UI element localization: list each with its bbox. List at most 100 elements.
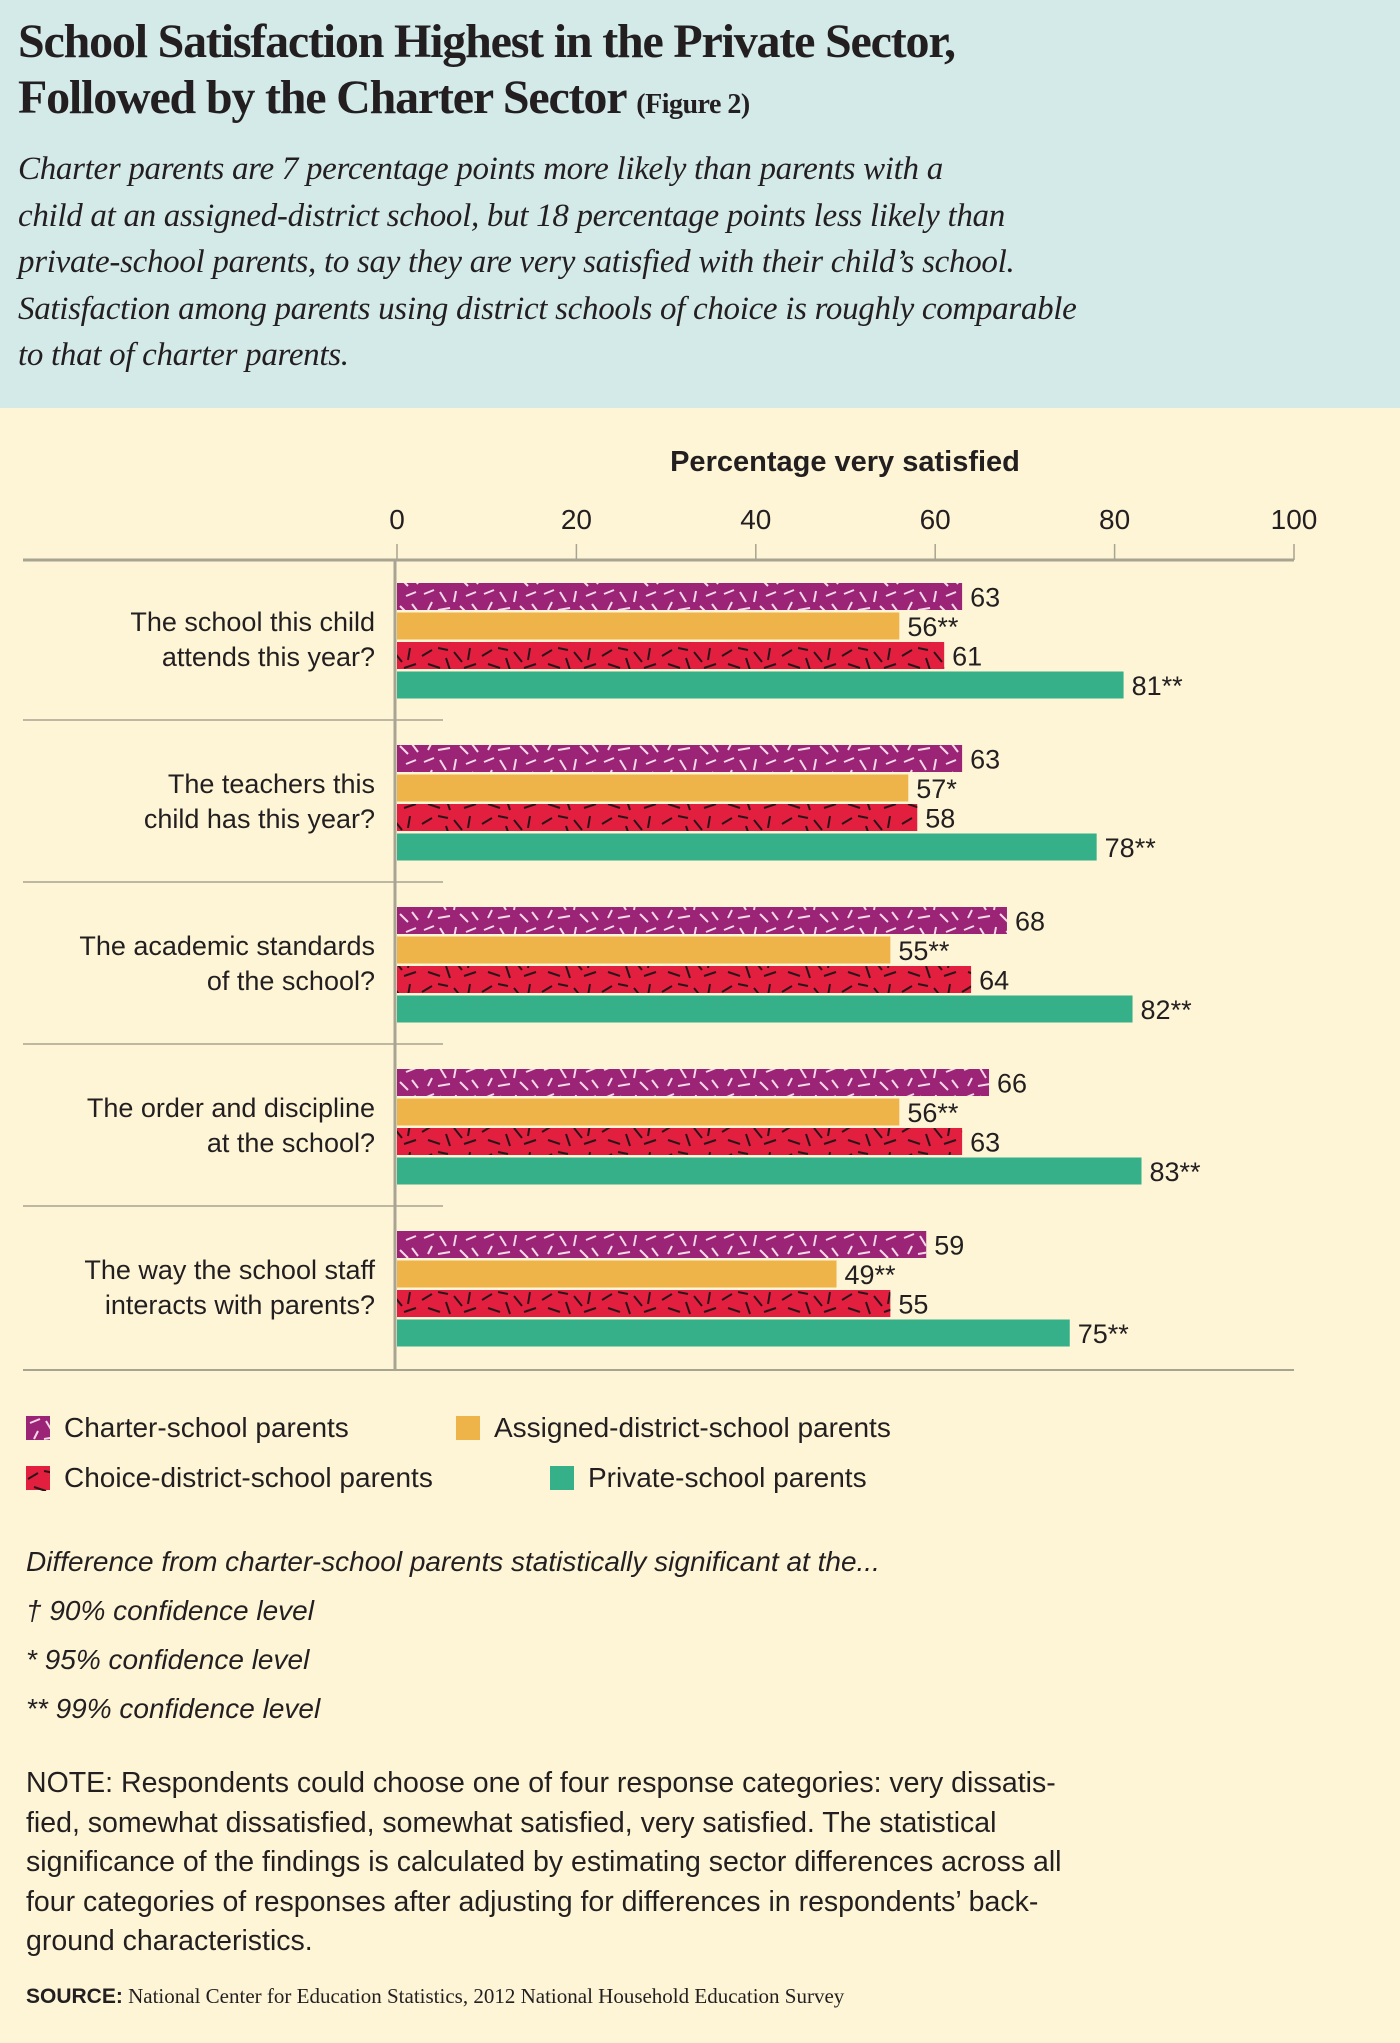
x-tick-label: 40 xyxy=(740,504,771,535)
source: SOURCE: National Center for Education St… xyxy=(26,1984,844,2009)
figure-label: (Figure 2) xyxy=(636,89,750,120)
x-axis-title: Percentage very satisfied xyxy=(670,446,1020,478)
category-label-line: The academic standards xyxy=(79,931,375,961)
significance-intro: Difference from charter-school parents s… xyxy=(26,1546,880,1577)
source-label: SOURCE: xyxy=(26,1985,123,2008)
bar-value-label: 55** xyxy=(898,936,950,966)
swatch-pattern xyxy=(26,1417,50,1441)
legend-item-private: Private-school parents xyxy=(550,1462,867,1494)
bar-value-label: 59 xyxy=(934,1231,964,1261)
chart-subtitle: Charter parents are 7 percentage points … xyxy=(18,146,1077,379)
significance-level-99: ** 99% confidence level xyxy=(26,1693,321,1724)
bar-pattern xyxy=(397,745,963,772)
category-label-line: The order and discipline xyxy=(86,1093,375,1123)
category-label: The teachers this child has this year? xyxy=(144,767,375,837)
note-line: fied, somewhat dissatisfied, somewhat sa… xyxy=(26,1806,997,1839)
legend-label: Charter-school parents xyxy=(64,1412,349,1443)
bar-pattern xyxy=(397,583,963,610)
subtitle-line: child at an assigned-district school, bu… xyxy=(18,197,1005,234)
subtitle-line: Charter parents are 7 percentage points … xyxy=(18,151,943,187)
bar-pattern xyxy=(397,966,972,993)
bar-value-label: 82** xyxy=(1141,995,1193,1025)
header-panel: School Satisfaction Highest in the Priva… xyxy=(0,0,1400,408)
subtitle-line: private-school parents, to say they are … xyxy=(18,244,1015,280)
bar-pattern xyxy=(397,907,1007,934)
bar-value-label: 68 xyxy=(1015,907,1045,937)
bar-value-label: 61 xyxy=(952,642,982,672)
bar-value-label: 49** xyxy=(845,1260,897,1290)
bar-value-label: 57* xyxy=(916,774,957,804)
bar-value-label: 63 xyxy=(970,745,1000,775)
bar xyxy=(397,612,900,640)
legend-item-charter: Charter-school parents xyxy=(26,1412,349,1444)
bar-value-label: 78** xyxy=(1105,833,1157,863)
legend-item-choice: Choice-district-school parents xyxy=(26,1462,433,1494)
category-label: The academic standards of the school? xyxy=(79,929,375,999)
bar-value-label: 58 xyxy=(925,804,955,834)
bar-pattern xyxy=(397,642,945,669)
category-label-line: at the school? xyxy=(206,1128,375,1158)
bar xyxy=(397,995,1133,1023)
bar-pattern xyxy=(397,1231,927,1258)
subtitle-line: to that of charter parents. xyxy=(18,337,349,373)
x-tick-label: 80 xyxy=(1099,504,1130,535)
bar-pattern xyxy=(397,804,918,831)
x-tick-label: 100 xyxy=(1271,504,1318,535)
subtitle-line: Satisfaction among parents using distric… xyxy=(18,290,1077,327)
bar xyxy=(397,671,1124,699)
category-label: The way the school staff interacts with p… xyxy=(84,1253,375,1323)
significance-level-90: † 90% confidence level xyxy=(26,1595,314,1626)
bar xyxy=(397,833,1097,861)
bar-value-label: 55 xyxy=(898,1290,928,1320)
bar-value-label: 64 xyxy=(979,966,1009,996)
category-label-line: The teachers this xyxy=(167,769,375,799)
swatch-pattern xyxy=(26,1467,50,1491)
bar-value-label: 83** xyxy=(1150,1157,1202,1187)
bar-value-label: 75** xyxy=(1078,1319,1130,1349)
x-tick-label: 20 xyxy=(561,504,592,535)
legend-swatch-charter xyxy=(26,1416,50,1441)
significance-level-95: * 95% confidence level xyxy=(26,1644,310,1675)
legend-swatch-choice xyxy=(26,1466,50,1491)
note: NOTE: Respondents could choose one of fo… xyxy=(26,1764,1062,1962)
bar-pattern xyxy=(397,1128,963,1155)
bar-value-label: 56** xyxy=(907,1098,959,1128)
category-label-line: The school this child xyxy=(130,607,375,637)
bar-value-label: 63 xyxy=(970,583,1000,613)
bar xyxy=(397,774,909,802)
bar-value-label: 56** xyxy=(907,612,959,642)
chart-title: School Satisfaction Highest in the Priva… xyxy=(18,14,956,133)
category-label-line: interacts with parents? xyxy=(104,1290,375,1320)
bar-value-label: 66 xyxy=(997,1069,1027,1099)
bar xyxy=(397,936,891,964)
legend-label: Private-school parents xyxy=(588,1462,867,1493)
category-label-line: attends this year? xyxy=(161,642,375,672)
title-line-2: Followed by the Charter Sector xyxy=(18,71,627,124)
category-label: The school this child attends this year? xyxy=(130,605,375,675)
x-tick-label: 0 xyxy=(389,504,405,535)
bar-pattern xyxy=(397,1290,891,1317)
bar xyxy=(397,1157,1142,1185)
bar-pattern xyxy=(397,1069,990,1096)
source-text: National Center for Education Statistics… xyxy=(122,1984,845,2008)
category-label-line: child has this year? xyxy=(143,804,375,834)
note-line: significance of the findings is calculat… xyxy=(26,1846,1062,1878)
note-line: ground characteristics. xyxy=(26,1925,313,1957)
bar-value-label: 81** xyxy=(1132,671,1184,701)
legend-item-assigned: Assigned-district-school parents xyxy=(456,1412,891,1444)
bar xyxy=(397,1319,1070,1347)
bar-value-label: 63 xyxy=(970,1128,1000,1158)
category-label: The order and discipline at the school? xyxy=(87,1091,375,1161)
bar-chart: 0 20 40 60 80 1006356**6181**6357*5878**6855*… xyxy=(23,504,1318,1371)
x-tick-label: 60 xyxy=(920,504,951,535)
legend-label: Choice-district-school parents xyxy=(64,1462,433,1493)
category-label-line: The way the school staff xyxy=(84,1255,375,1285)
category-label-line: of the school? xyxy=(206,966,375,996)
note-line: NOTE: Respondents could choose one of fo… xyxy=(26,1767,1056,1799)
legend-swatch-private xyxy=(550,1466,574,1490)
legend-swatch-assigned xyxy=(456,1416,480,1440)
bar xyxy=(397,1260,837,1288)
note-line: four categories of responses after adjus… xyxy=(26,1885,1039,1918)
legend-label: Assigned-district-school parents xyxy=(494,1412,891,1443)
bar xyxy=(397,1098,900,1126)
